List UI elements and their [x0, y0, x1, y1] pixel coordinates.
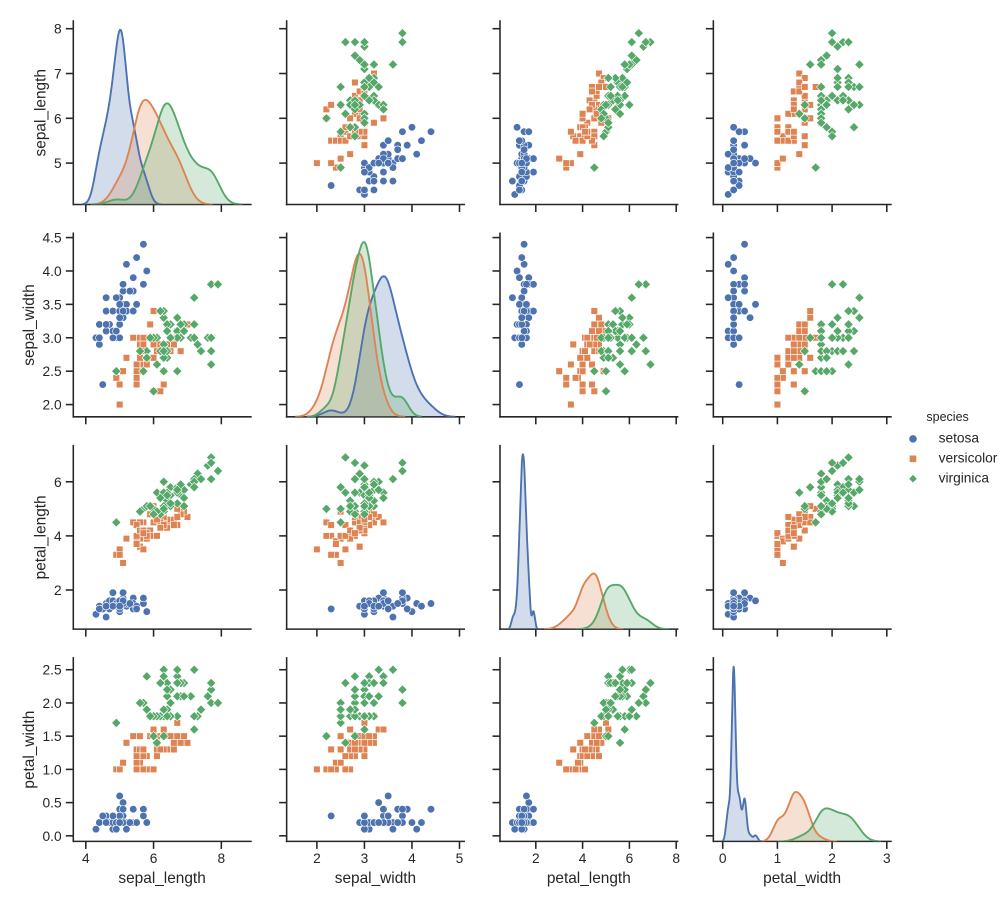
svg-text:4: 4	[579, 851, 587, 866]
svg-text:4.5: 4.5	[43, 231, 62, 246]
svg-text:8: 8	[672, 851, 680, 866]
svg-text:virginica: virginica	[939, 470, 990, 485]
svg-text:2: 2	[313, 851, 321, 866]
svg-text:5: 5	[54, 156, 62, 171]
svg-text:petal_length: petal_length	[547, 870, 631, 887]
svg-text:5: 5	[456, 851, 464, 866]
svg-text:sepal_length: sepal_length	[33, 69, 50, 156]
svg-text:sepal_width: sepal_width	[335, 870, 416, 887]
svg-text:6: 6	[150, 851, 158, 866]
svg-text:sepal_width: sepal_width	[21, 284, 38, 365]
svg-text:8: 8	[54, 22, 62, 37]
svg-text:2: 2	[532, 851, 540, 866]
svg-text:6: 6	[626, 851, 634, 866]
svg-text:2.0: 2.0	[43, 696, 62, 711]
svg-text:sepal_length: sepal_length	[118, 870, 205, 887]
svg-text:petal_width: petal_width	[763, 870, 841, 887]
svg-text:2: 2	[54, 583, 62, 598]
svg-text:1.0: 1.0	[43, 762, 62, 777]
svg-text:3: 3	[361, 851, 369, 866]
svg-text:1.5: 1.5	[43, 729, 62, 744]
svg-text:0: 0	[719, 851, 727, 866]
svg-text:8: 8	[218, 851, 226, 866]
svg-text:petal_length: petal_length	[33, 495, 50, 579]
svg-text:2: 2	[828, 851, 836, 866]
svg-text:2.5: 2.5	[43, 364, 62, 379]
svg-text:3: 3	[883, 851, 891, 866]
svg-text:versicolor: versicolor	[939, 450, 998, 465]
svg-text:0.5: 0.5	[43, 796, 62, 811]
svg-text:4: 4	[54, 529, 62, 544]
svg-text:0.0: 0.0	[43, 829, 62, 844]
svg-text:species: species	[926, 410, 968, 424]
svg-text:4.0: 4.0	[43, 264, 62, 279]
svg-text:2.5: 2.5	[43, 663, 62, 678]
svg-text:6: 6	[54, 475, 62, 490]
svg-text:6: 6	[54, 111, 62, 126]
svg-text:4: 4	[82, 851, 90, 866]
svg-text:3.5: 3.5	[43, 297, 62, 312]
svg-text:2.0: 2.0	[43, 398, 62, 413]
svg-text:7: 7	[54, 66, 62, 81]
svg-text:setosa: setosa	[939, 430, 980, 445]
svg-text:3.0: 3.0	[43, 331, 62, 346]
svg-text:petal_width: petal_width	[21, 711, 38, 789]
svg-text:4: 4	[408, 851, 416, 866]
svg-text:1: 1	[774, 851, 782, 866]
